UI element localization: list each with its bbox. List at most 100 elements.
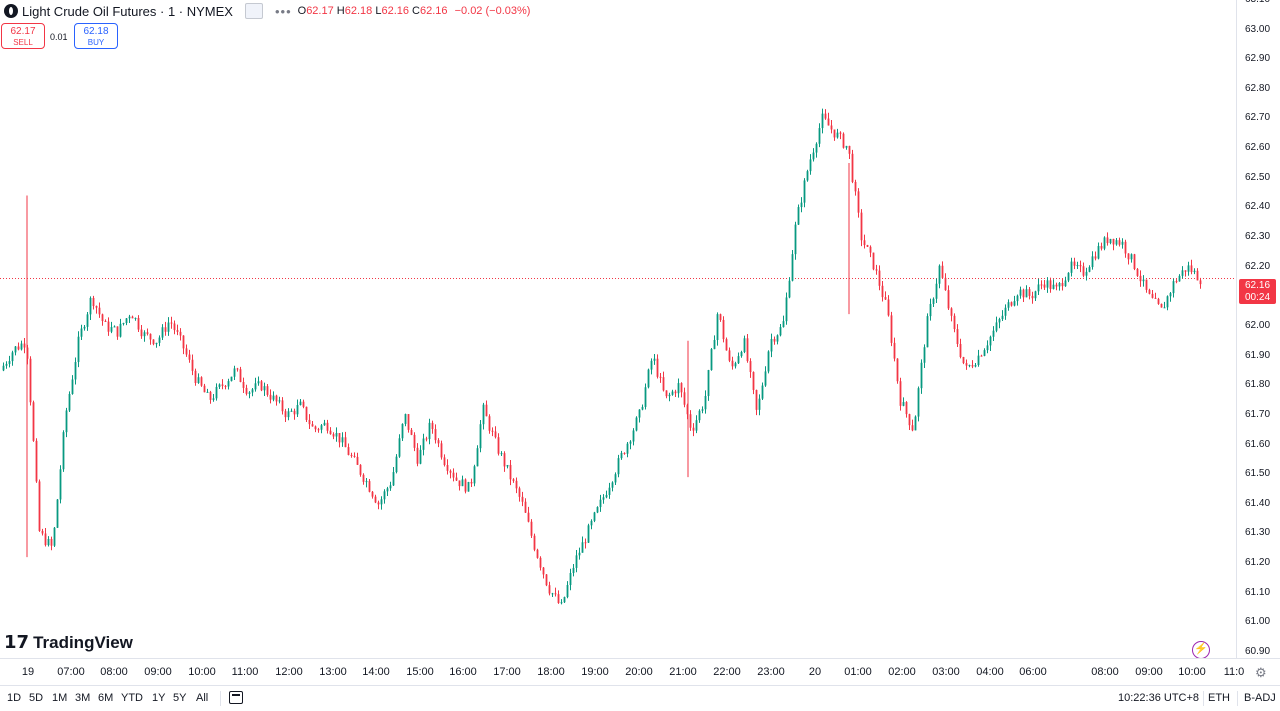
time-tick-label: 12:00 xyxy=(275,666,303,678)
range-ytd-button[interactable]: YTD xyxy=(121,692,143,704)
adjustment-button[interactable]: B-ADJ xyxy=(1244,692,1276,704)
buy-button[interactable]: 62.18 BUY xyxy=(74,23,118,49)
candle xyxy=(629,440,632,450)
candle xyxy=(845,145,848,150)
candle xyxy=(107,317,110,336)
candle xyxy=(716,312,719,346)
candle xyxy=(563,596,566,603)
candle xyxy=(776,334,779,345)
candle xyxy=(1160,303,1163,308)
hide-icon[interactable] xyxy=(244,3,263,19)
candle xyxy=(263,382,266,397)
price-tick-label: 62.50 xyxy=(1245,171,1271,183)
candle xyxy=(998,317,1001,329)
candle xyxy=(644,383,647,410)
candle xyxy=(623,452,626,455)
candle xyxy=(938,264,941,289)
candle xyxy=(344,431,347,448)
candle xyxy=(170,316,173,329)
candle xyxy=(380,496,383,510)
sell-button[interactable]: 62.17 SELL xyxy=(1,23,45,49)
candle xyxy=(128,314,131,324)
symbol-title[interactable]: Light Crude Oil Futures · 1 · NYMEX xyxy=(22,3,233,19)
candle xyxy=(143,330,146,342)
candle xyxy=(515,477,518,494)
candle xyxy=(860,209,863,247)
range-1y-button[interactable]: 1Y xyxy=(152,692,166,704)
price-chart[interactable] xyxy=(0,0,1236,658)
candle xyxy=(146,328,149,336)
candle xyxy=(512,478,515,483)
range-all-button[interactable]: All xyxy=(196,692,209,704)
tradingview-logo[interactable]: 17 TradingView xyxy=(4,632,133,653)
settings-gear-icon[interactable]: ⚙ xyxy=(1255,665,1267,680)
candle xyxy=(155,342,158,348)
clock-timezone[interactable]: 10:22:36 UTC+8 xyxy=(1118,692,1200,704)
range-5d-button[interactable]: 5D xyxy=(29,692,44,704)
candle xyxy=(392,466,395,486)
candle xyxy=(1172,278,1175,298)
session-eth-button[interactable]: ETH xyxy=(1208,692,1230,704)
candle xyxy=(734,361,737,369)
candle xyxy=(212,393,215,402)
candle xyxy=(1055,282,1058,291)
candle xyxy=(752,371,755,395)
candle xyxy=(503,451,506,472)
candle xyxy=(260,380,263,392)
candle xyxy=(830,119,833,134)
candle xyxy=(674,389,677,398)
candle xyxy=(53,526,56,548)
candle xyxy=(158,335,161,347)
candle xyxy=(320,423,323,434)
candle xyxy=(653,353,656,365)
candle xyxy=(500,451,503,457)
range-1d-button[interactable]: 1D xyxy=(7,692,22,704)
candle xyxy=(416,443,419,467)
candle xyxy=(467,481,470,492)
candle xyxy=(1193,268,1196,275)
candle xyxy=(41,528,44,536)
candle xyxy=(950,307,953,322)
candle xyxy=(737,352,740,365)
price-tick-label: 61.90 xyxy=(1245,349,1271,361)
candle xyxy=(314,425,317,433)
price-axis[interactable]: 63.10 63.00 62.90 62.80 62.70 62.60 62.50 62.40… xyxy=(1236,0,1280,658)
candle xyxy=(725,337,728,351)
candle xyxy=(926,313,929,348)
candle xyxy=(680,382,683,398)
calendar-goto-icon[interactable] xyxy=(229,691,243,704)
candle xyxy=(1076,261,1079,270)
candle xyxy=(1070,257,1073,277)
more-options-icon[interactable]: ••• xyxy=(274,3,292,19)
range-3m-button[interactable]: 3M xyxy=(75,692,91,704)
candle xyxy=(383,489,386,504)
candle xyxy=(524,498,527,513)
range-6m-button[interactable]: 6M xyxy=(98,692,114,704)
candle xyxy=(899,377,902,411)
candle xyxy=(1145,279,1148,293)
price-tick-label: 62.20 xyxy=(1245,260,1271,272)
price-tick-label: 60.90 xyxy=(1245,646,1271,657)
candle xyxy=(17,342,20,351)
time-tick-label: 06:00 xyxy=(1019,666,1047,678)
candle xyxy=(35,438,38,483)
candle xyxy=(908,413,911,431)
time-axis[interactable]: 19 07:00 08:00 09:00 10:00 11:00 12:00 13:00 14:… xyxy=(0,658,1280,685)
candle xyxy=(287,408,290,421)
chart-pane[interactable] xyxy=(0,0,1236,658)
price-tick-label: 61.60 xyxy=(1245,438,1271,450)
candle xyxy=(1064,276,1067,287)
candle xyxy=(992,326,995,341)
candle xyxy=(257,376,260,386)
range-1m-button[interactable]: 1M xyxy=(52,692,68,704)
price-tick-label: 62.90 xyxy=(1245,53,1271,65)
candle xyxy=(218,383,221,389)
candle xyxy=(371,490,374,499)
candle xyxy=(401,423,404,441)
candle xyxy=(770,333,773,358)
range-5y-button[interactable]: 5Y xyxy=(173,692,187,704)
price-tick-label: 61.50 xyxy=(1245,468,1271,480)
candle xyxy=(509,460,512,486)
candle xyxy=(983,348,986,357)
lightning-icon[interactable]: ⚡ xyxy=(1192,641,1210,659)
